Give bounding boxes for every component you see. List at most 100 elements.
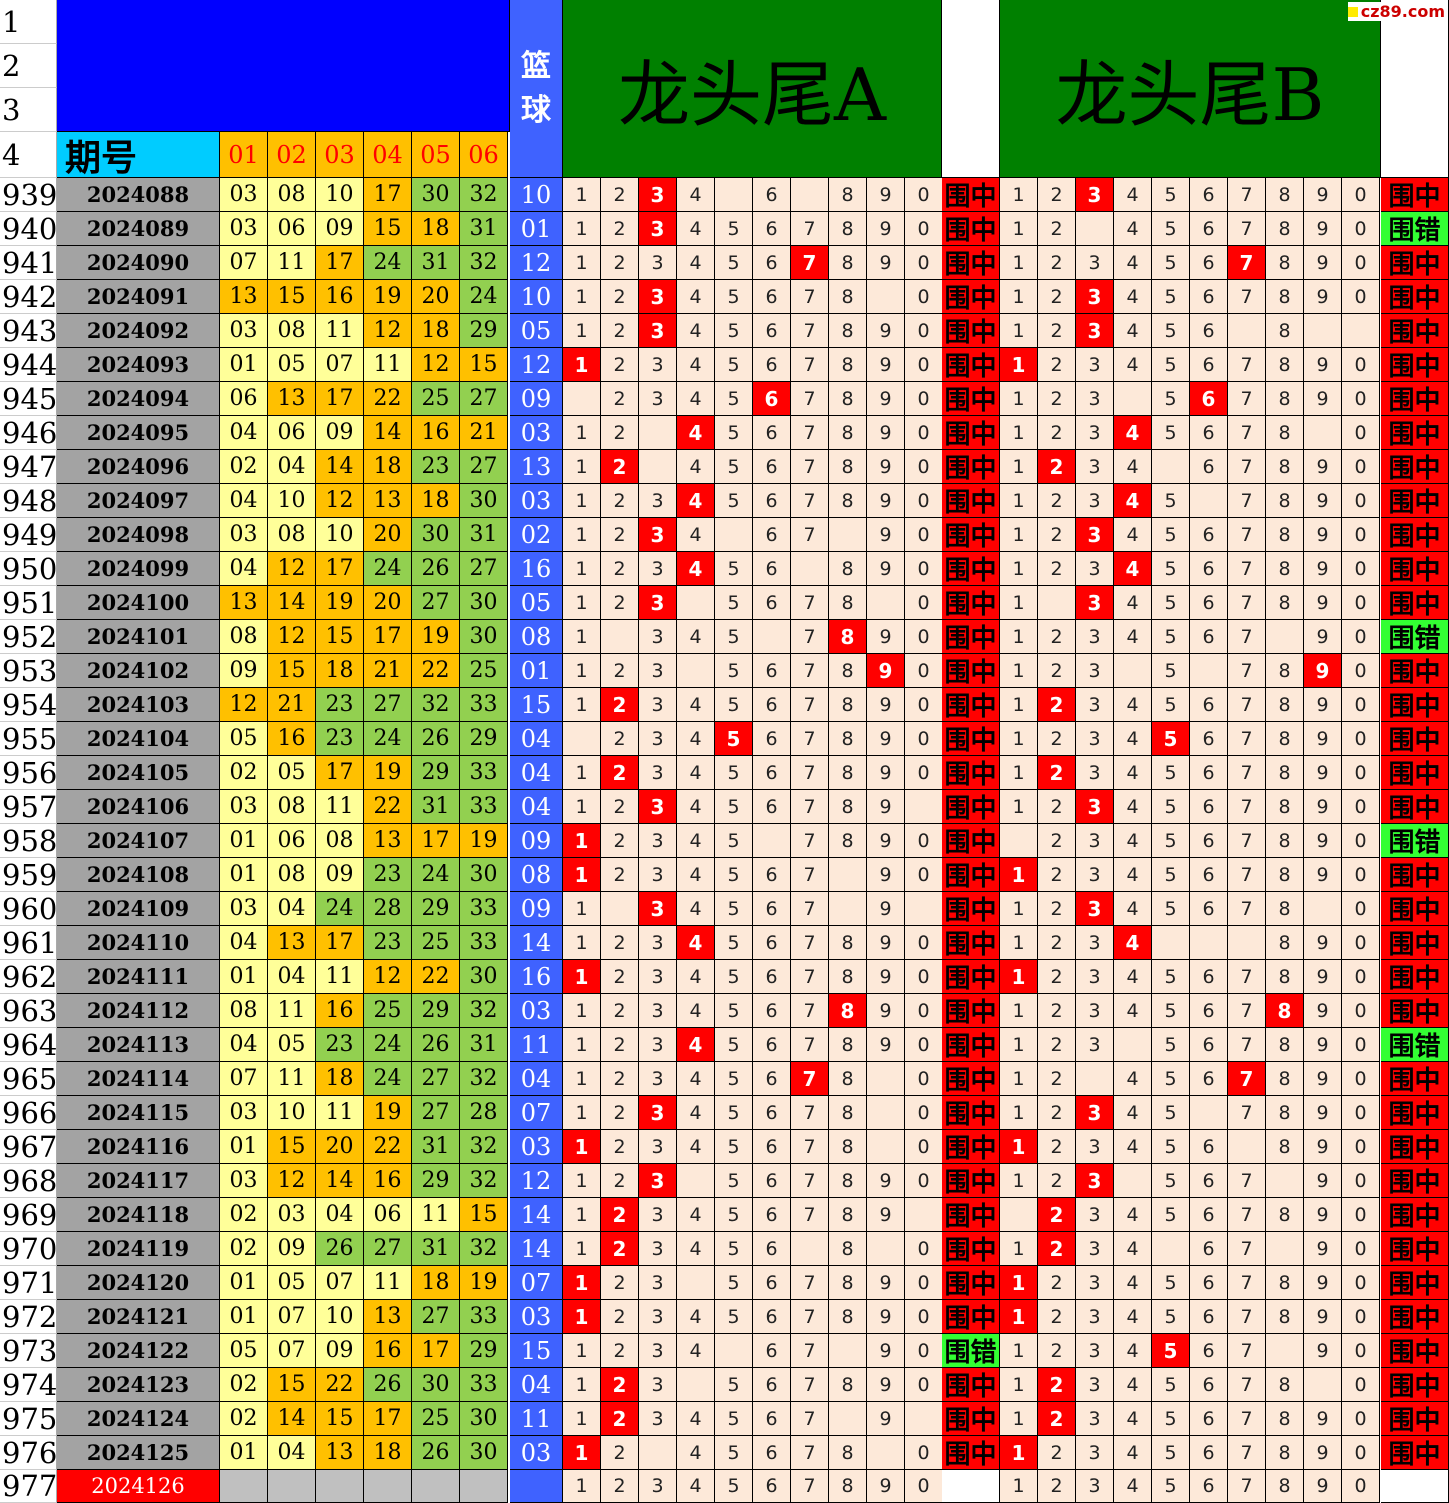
tail-b-digit: 7 <box>1228 484 1266 518</box>
ball-cell: 04 <box>268 892 316 926</box>
tail-a-digit: 4 <box>677 620 715 654</box>
tail-a-digit: 9 <box>867 1300 905 1334</box>
tail-a-digit: 3 <box>639 212 677 246</box>
ball-cell: 25 <box>364 994 412 1028</box>
tail-a-digit: 0 <box>905 1062 943 1096</box>
tail-b-digit: 4 <box>1114 1334 1152 1368</box>
tail-b-digit: 1 <box>1000 1232 1038 1266</box>
tail-a-digit: 0 <box>905 484 943 518</box>
result-a: 围中 <box>942 858 1000 892</box>
tail-a-digit: 7 <box>791 926 829 960</box>
ball-cell: 01 <box>220 348 268 382</box>
tail-a-digit: 0 <box>905 518 943 552</box>
ball-cell: 06 <box>220 382 268 416</box>
tail-b-digit: 7 <box>1228 960 1266 994</box>
ball-cell: 25 <box>412 926 460 960</box>
tail-b-digit: 1 <box>1000 790 1038 824</box>
tail-b-digit: 3 <box>1076 994 1114 1028</box>
tail-a-digit: 9 <box>867 858 905 892</box>
ball-cell: 12 <box>412 348 460 382</box>
result-b: 围中 <box>1381 654 1449 688</box>
tail-b-digit: 0 <box>1342 1402 1380 1436</box>
tail-b-digit: 4 <box>1114 1130 1152 1164</box>
ball-cell: 07 <box>220 1062 268 1096</box>
tail-b-digit: 6 <box>1190 722 1228 756</box>
tail-b-digit: 0 <box>1342 552 1380 586</box>
ball-cell: 16 <box>364 1164 412 1198</box>
row-number: 4 <box>0 132 57 178</box>
tail-b-digit: 0 <box>1342 756 1380 790</box>
tail-a-digit: 3 <box>639 858 677 892</box>
tail-b-digit: 1 <box>1000 178 1038 212</box>
row-number: 966 <box>0 1096 57 1130</box>
ball-cell: 04 <box>220 1028 268 1062</box>
tail-a-digit: 5 <box>715 926 753 960</box>
tail-a-digit: 3 <box>639 960 677 994</box>
row-number: 940 <box>0 212 57 246</box>
tail-b-digit: 6 <box>1190 314 1228 348</box>
tail-b-digit: 0 <box>1342 1368 1380 1402</box>
ball-cell: 08 <box>268 314 316 348</box>
tail-a-digit: 5 <box>715 1232 753 1266</box>
tail-b-digit: 5 <box>1152 1334 1190 1368</box>
tail-b-digit: 7 <box>1228 178 1266 212</box>
ball-cell: 10 <box>316 518 364 552</box>
tail-b-digit: 0 <box>1342 688 1380 722</box>
tail-a-digit: 1 <box>563 926 601 960</box>
result-a: 围中 <box>942 1232 1000 1266</box>
tail-a-digit: 8 <box>829 688 867 722</box>
tail-b-digit: 6 <box>1190 756 1228 790</box>
result-a: 围中 <box>942 1198 1000 1232</box>
tail-a-digit: 0 <box>905 756 943 790</box>
tail-a-digit: 4 <box>677 1062 715 1096</box>
tail-b-digit: 5 <box>1152 314 1190 348</box>
tail-b-digit: 7 <box>1228 382 1266 416</box>
tail-b-digit: 7 <box>1228 246 1266 280</box>
ball-cell: 03 <box>220 790 268 824</box>
tail-a-digit: 6 <box>753 212 791 246</box>
tail-b-digit: 0 <box>1342 450 1380 484</box>
tail-a-digit <box>601 892 639 926</box>
tail-a-digit: 6 <box>753 654 791 688</box>
ball-cell: 30 <box>412 1368 460 1402</box>
ball-cell: 04 <box>220 552 268 586</box>
tail-b-digit: 7 <box>1228 756 1266 790</box>
ball-cell: 01 <box>220 960 268 994</box>
result-a: 围中 <box>942 246 1000 280</box>
tail-a-digit: 0 <box>905 1164 943 1198</box>
tail-b-digit: 8 <box>1266 858 1304 892</box>
tail-a-digit: 3 <box>639 586 677 620</box>
tail-b-digit: 4 <box>1114 280 1152 314</box>
lanqiu-char: 篮 <box>521 48 551 84</box>
tail-a-digit: 6 <box>753 518 791 552</box>
tail-b-digit: 0 <box>1342 246 1380 280</box>
lanqiu-cell: 11 <box>510 1402 563 1436</box>
ball-cell: 11 <box>268 1062 316 1096</box>
tail-b-digit <box>1076 1062 1114 1096</box>
tail-a-digit: 0 <box>905 824 943 858</box>
ball-cell: 23 <box>364 926 412 960</box>
ball-cell: 17 <box>412 824 460 858</box>
ball-cell: 08 <box>268 790 316 824</box>
tail-a-digit <box>791 178 829 212</box>
tail-b-digit: 1 <box>1000 1096 1038 1130</box>
ball-column-header: 05 <box>412 132 460 178</box>
tail-a-digit: 8 <box>829 416 867 450</box>
tail-b-digit: 2 <box>1038 314 1076 348</box>
row-number: 962 <box>0 960 57 994</box>
lanqiu-cell: 15 <box>510 1334 563 1368</box>
tail-b-digit: 8 <box>1266 994 1304 1028</box>
ball-cell: 26 <box>316 1232 364 1266</box>
tail-a-digit: 0 <box>905 246 943 280</box>
tail-b-digit: 4 <box>1114 1062 1152 1096</box>
tail-a-digit <box>753 824 791 858</box>
tail-b-digit: 4 <box>1114 586 1152 620</box>
tail-a-digit: 4 <box>677 484 715 518</box>
tail-b-digit: 2 <box>1038 212 1076 246</box>
tail-b-digit: 0 <box>1342 994 1380 1028</box>
tail-a-digit: 5 <box>715 1164 753 1198</box>
result-b: 围中 <box>1381 1334 1449 1368</box>
tail-b-digit: 3 <box>1076 1164 1114 1198</box>
tail-a-digit: 1 <box>563 518 601 552</box>
tail-a-digit <box>829 858 867 892</box>
